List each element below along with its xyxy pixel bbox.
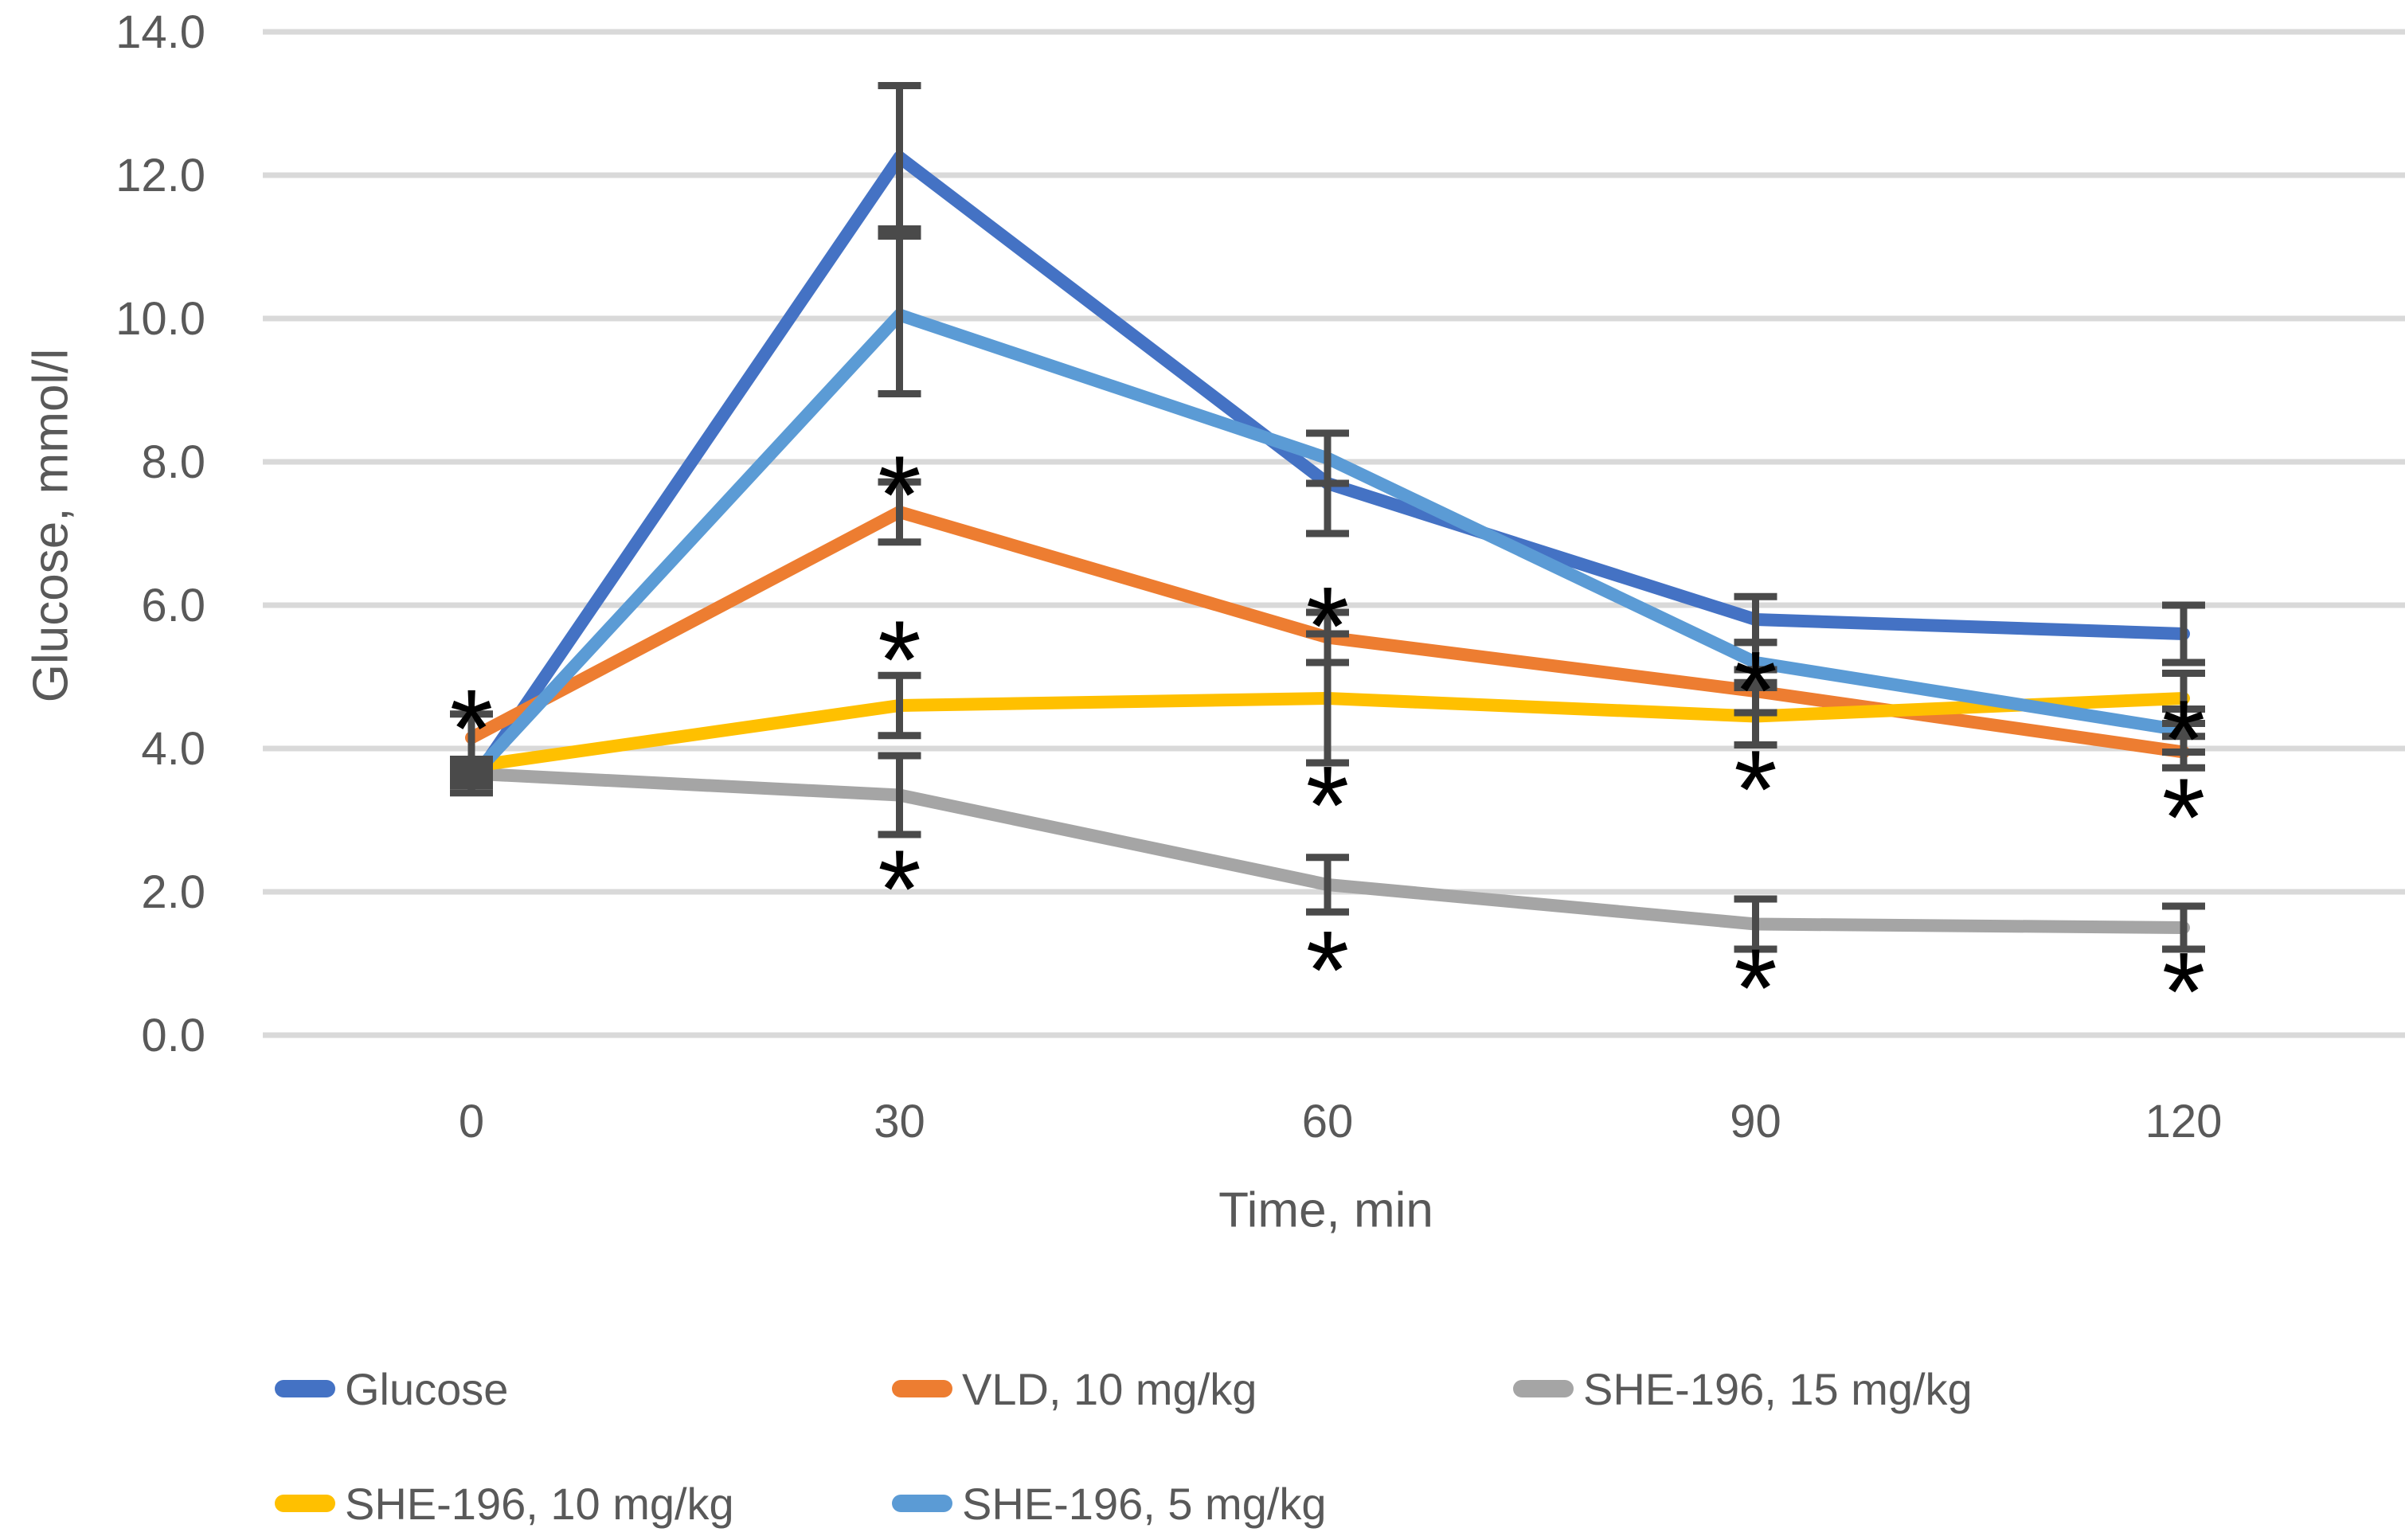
significance-asterisk: * [2162,755,2205,880]
error-bar [2162,902,2205,953]
error-bar [1306,429,1349,487]
error-bar [1734,684,1777,749]
error-bar [878,233,921,397]
error-bar [878,82,921,233]
legend-item-2: SHE-196, 15 mg/kg [1513,1363,1973,1414]
y-tick-label: 0.0 [141,1010,205,1061]
significance-asterisk: * [1734,628,1777,753]
x-tick-label: 120 [2145,1096,2223,1147]
significance-asterisk: * [2162,929,2205,1054]
legend-label: Glucose [345,1363,509,1414]
significance-asterisk: * [878,827,921,952]
legend-item-1: VLD, 10 mg/kg [892,1363,1257,1414]
legend-label: SHE-196, 5 mg/kg [962,1478,1327,1529]
significance-asterisk: * [450,666,493,791]
significance-asterisk: * [2162,677,2205,802]
y-tick-label: 12.0 [115,150,205,201]
error-bar [1734,639,1777,686]
y-tick-label: 10.0 [115,293,205,345]
legend-swatch [1513,1380,1574,1397]
legend-swatch [275,1380,335,1397]
legend-swatch [275,1495,335,1512]
y-tick-label: 2.0 [141,866,205,918]
error-bar [878,478,921,546]
significance-asterisk: * [1734,925,1777,1050]
legend-item-0: Glucose [275,1363,508,1414]
y-tick-label: 14.0 [115,6,205,58]
significance-asterisk: * [1306,908,1349,1033]
significance-asterisk: * [878,597,921,722]
legend-item-4: SHE-196, 5 mg/kg [892,1478,1327,1529]
y-tick-label: 6.0 [141,580,205,631]
legend-label: VLD, 10 mg/kg [962,1363,1257,1414]
legend-swatch [892,1380,952,1397]
x-tick-label: 30 [874,1096,925,1147]
legend-swatch [892,1495,952,1512]
x-tick-label: 0 [459,1096,484,1147]
error-bar [1306,630,1349,767]
error-bar [2162,601,2205,666]
legend-item-3: SHE-196, 10 mg/kg [275,1478,734,1529]
error-bar [878,671,921,740]
error-bar [1734,895,1777,953]
y-tick-label: 8.0 [141,436,205,488]
error-bar [1306,854,1349,916]
legend-label: SHE-196, 10 mg/kg [345,1478,734,1529]
significance-asterisk: * [1306,564,1349,689]
significance-asterisk: * [1306,743,1349,868]
x-axis-title: Time, min [1218,1182,1433,1238]
y-axis-title: Glucose, mmol/l [23,348,79,703]
error-bar [878,752,921,838]
significance-asterisk: * [1734,727,1777,852]
error-bar [450,764,493,790]
significance-asterisk: * [878,432,921,557]
legend-label: SHE-196, 15 mg/kg [1583,1363,1973,1414]
x-tick-label: 60 [1302,1096,1354,1147]
y-tick-label: 4.0 [141,723,205,775]
x-tick-label: 90 [1730,1096,1781,1147]
error-bar [2162,706,2205,756]
